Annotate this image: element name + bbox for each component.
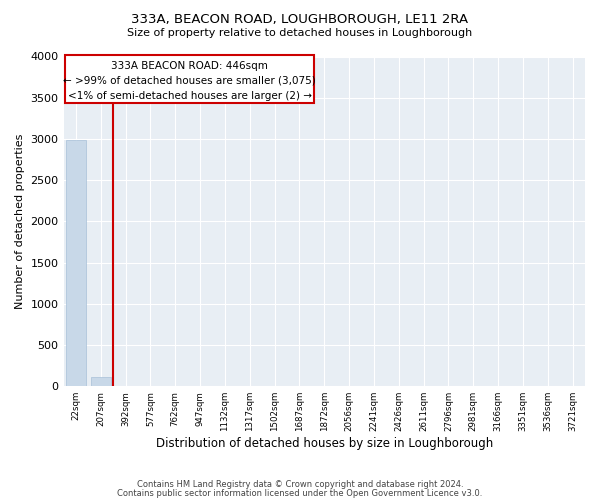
- Text: 333A BEACON ROAD: 446sqm: 333A BEACON ROAD: 446sqm: [111, 60, 268, 70]
- Text: Contains HM Land Registry data © Crown copyright and database right 2024.: Contains HM Land Registry data © Crown c…: [137, 480, 463, 489]
- Bar: [91, 376, 111, 386]
- Y-axis label: Number of detached properties: Number of detached properties: [15, 134, 25, 309]
- Text: Size of property relative to detached houses in Loughborough: Size of property relative to detached ho…: [127, 28, 473, 38]
- X-axis label: Distribution of detached houses by size in Loughborough: Distribution of detached houses by size …: [155, 437, 493, 450]
- Text: ← >99% of detached houses are smaller (3,075): ← >99% of detached houses are smaller (3…: [63, 76, 316, 86]
- Text: 333A, BEACON ROAD, LOUGHBOROUGH, LE11 2RA: 333A, BEACON ROAD, LOUGHBOROUGH, LE11 2R…: [131, 12, 469, 26]
- Bar: [66, 140, 86, 386]
- Text: <1% of semi-detached houses are larger (2) →: <1% of semi-detached houses are larger (…: [68, 90, 311, 101]
- Text: Contains public sector information licensed under the Open Government Licence v3: Contains public sector information licen…: [118, 488, 482, 498]
- FancyBboxPatch shape: [65, 55, 314, 104]
